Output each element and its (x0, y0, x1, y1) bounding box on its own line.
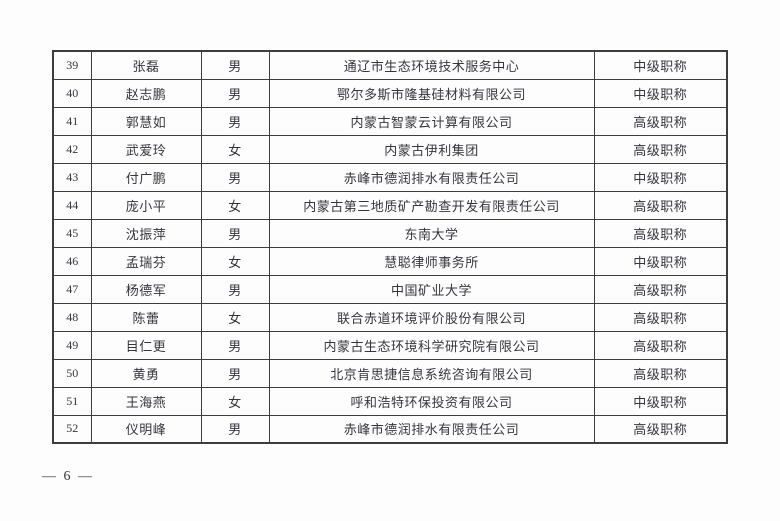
cell-row-number: 48 (52, 302, 92, 332)
cell-title-level: 高级职称 (593, 414, 728, 444)
table-row: 39 张磊 男 通辽市生态环境技术服务中心 中级职称 (52, 50, 728, 80)
cell-name: 张磊 (90, 50, 202, 80)
cell-row-number: 44 (52, 190, 92, 220)
cell-name: 付广鹏 (90, 162, 202, 192)
page-number: — 6 — (42, 469, 94, 484)
cell-name: 郭慧如 (90, 106, 202, 136)
roster-table-body: 39 张磊 男 通辽市生态环境技术服务中心 中级职称 40 赵志鹏 男 鄂尔多斯… (52, 50, 728, 444)
cell-organization: 内蒙古生态环境科学研究院有限公司 (268, 330, 595, 360)
cell-title-level: 中级职称 (593, 386, 728, 416)
cell-organization: 呼和浩特环保投资有限公司 (268, 386, 595, 416)
cell-title-level: 高级职称 (593, 106, 728, 136)
cell-gender: 男 (200, 50, 270, 80)
cell-gender: 男 (200, 358, 270, 388)
cell-row-number: 41 (52, 106, 92, 136)
table-row: 41 郭慧如 男 内蒙古智蒙云计算有限公司 高级职称 (52, 106, 728, 136)
cell-title-level: 高级职称 (593, 190, 728, 220)
cell-gender: 男 (200, 218, 270, 248)
table-row: 46 孟瑞芬 女 慧聪律师事务所 中级职称 (52, 246, 728, 276)
cell-title-level: 高级职称 (593, 274, 728, 304)
cell-row-number: 39 (52, 50, 92, 80)
cell-gender: 女 (200, 246, 270, 276)
table-row: 45 沈振萍 男 东南大学 高级职称 (52, 218, 728, 248)
cell-gender: 男 (200, 78, 270, 108)
cell-name: 庞小平 (90, 190, 202, 220)
cell-title-level: 高级职称 (593, 330, 728, 360)
cell-organization: 内蒙古第三地质矿产勘查开发有限责任公司 (268, 190, 595, 220)
cell-row-number: 50 (52, 358, 92, 388)
cell-row-number: 45 (52, 218, 92, 248)
table-row: 42 武爱玲 女 内蒙古伊利集团 高级职称 (52, 134, 728, 164)
cell-gender: 男 (200, 330, 270, 360)
cell-name: 黄勇 (90, 358, 202, 388)
table-row: 51 王海燕 女 呼和浩特环保投资有限公司 中级职称 (52, 386, 728, 416)
cell-title-level: 中级职称 (593, 78, 728, 108)
cell-name: 孟瑞芬 (90, 246, 202, 276)
cell-gender: 女 (200, 302, 270, 332)
table-row: 48 陈蕾 女 联合赤道环境评价股份有限公司 高级职称 (52, 302, 728, 332)
cell-row-number: 43 (52, 162, 92, 192)
cell-gender: 男 (200, 414, 270, 444)
cell-row-number: 40 (52, 78, 92, 108)
table-row: 44 庞小平 女 内蒙古第三地质矿产勘查开发有限责任公司 高级职称 (52, 190, 728, 220)
cell-title-level: 高级职称 (593, 302, 728, 332)
cell-row-number: 47 (52, 274, 92, 304)
cell-row-number: 52 (52, 414, 92, 444)
cell-gender: 女 (200, 190, 270, 220)
cell-title-level: 中级职称 (593, 246, 728, 276)
cell-name: 仪明峰 (90, 414, 202, 444)
cell-name: 杨德军 (90, 274, 202, 304)
table-row: 49 目仁更 男 内蒙古生态环境科学研究院有限公司 高级职称 (52, 330, 728, 360)
roster-table: 39 张磊 男 通辽市生态环境技术服务中心 中级职称 40 赵志鹏 男 鄂尔多斯… (52, 50, 728, 444)
cell-name: 王海燕 (90, 386, 202, 416)
cell-name: 沈振萍 (90, 218, 202, 248)
cell-title-level: 高级职称 (593, 134, 728, 164)
cell-name: 赵志鹏 (90, 78, 202, 108)
cell-organization: 慧聪律师事务所 (268, 246, 595, 276)
cell-organization: 赤峰市德润排水有限责任公司 (268, 162, 595, 192)
cell-gender: 女 (200, 134, 270, 164)
cell-title-level: 中级职称 (593, 50, 728, 80)
cell-organization: 东南大学 (268, 218, 595, 248)
cell-organization: 内蒙古伊利集团 (268, 134, 595, 164)
cell-gender: 男 (200, 162, 270, 192)
cell-organization: 内蒙古智蒙云计算有限公司 (268, 106, 595, 136)
table-row: 52 仪明峰 男 赤峰市德润排水有限责任公司 高级职称 (52, 414, 728, 444)
cell-name: 陈蕾 (90, 302, 202, 332)
cell-title-level: 高级职称 (593, 218, 728, 248)
cell-organization: 通辽市生态环境技术服务中心 (268, 50, 595, 80)
cell-organization: 赤峰市德润排水有限责任公司 (268, 414, 595, 444)
cell-organization: 北京肯思捷信息系统咨询有限公司 (268, 358, 595, 388)
cell-organization: 中国矿业大学 (268, 274, 595, 304)
cell-row-number: 51 (52, 386, 92, 416)
table-row: 43 付广鹏 男 赤峰市德润排水有限责任公司 中级职称 (52, 162, 728, 192)
cell-title-level: 高级职称 (593, 358, 728, 388)
table-row: 50 黄勇 男 北京肯思捷信息系统咨询有限公司 高级职称 (52, 358, 728, 388)
cell-gender: 男 (200, 106, 270, 136)
cell-gender: 男 (200, 274, 270, 304)
cell-gender: 女 (200, 386, 270, 416)
cell-organization: 鄂尔多斯市隆基硅材料有限公司 (268, 78, 595, 108)
table-row: 47 杨德军 男 中国矿业大学 高级职称 (52, 274, 728, 304)
table-row: 40 赵志鹏 男 鄂尔多斯市隆基硅材料有限公司 中级职称 (52, 78, 728, 108)
cell-name: 武爱玲 (90, 134, 202, 164)
cell-row-number: 49 (52, 330, 92, 360)
cell-organization: 联合赤道环境评价股份有限公司 (268, 302, 595, 332)
cell-title-level: 中级职称 (593, 162, 728, 192)
cell-row-number: 42 (52, 134, 92, 164)
cell-name: 目仁更 (90, 330, 202, 360)
cell-row-number: 46 (52, 246, 92, 276)
